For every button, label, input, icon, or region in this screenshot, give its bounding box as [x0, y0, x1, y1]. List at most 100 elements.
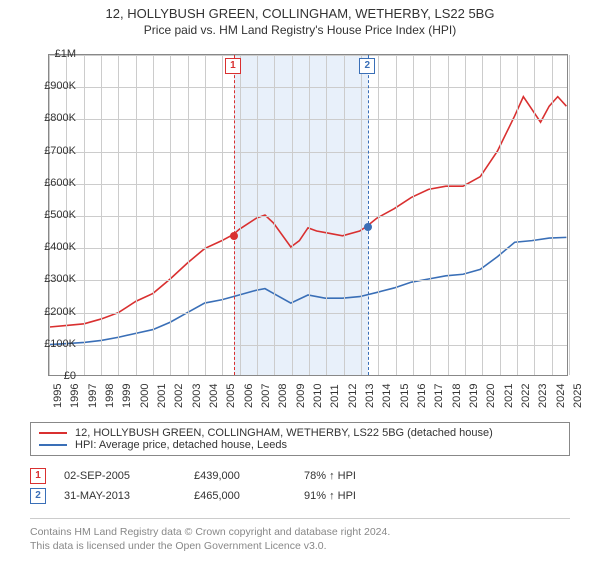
gridline-vertical — [222, 55, 223, 375]
gridline-horizontal — [49, 184, 567, 185]
gridline-vertical — [413, 55, 414, 375]
gridline-vertical — [274, 55, 275, 375]
x-axis-label: 2025 — [572, 384, 584, 408]
gridline-vertical — [430, 55, 431, 375]
gridline-vertical — [534, 55, 535, 375]
x-axis-label: 2001 — [156, 384, 168, 408]
transaction-marker: 1 — [30, 468, 46, 484]
y-axis-label: £1M — [32, 48, 76, 60]
attribution-footer: Contains HM Land Registry data © Crown c… — [30, 518, 570, 553]
gridline-vertical — [257, 55, 258, 375]
y-axis-label: £100K — [32, 338, 76, 350]
gridline-horizontal — [49, 345, 567, 346]
gridline-vertical — [136, 55, 137, 375]
x-axis-label: 2015 — [399, 384, 411, 408]
x-axis-label: 2011 — [329, 384, 341, 408]
x-axis-label: 1995 — [52, 384, 64, 408]
gridline-vertical — [517, 55, 518, 375]
chart-svg — [49, 55, 567, 375]
footer-line: This data is licensed under the Open Gov… — [30, 539, 570, 553]
x-axis-label: 2023 — [537, 384, 549, 408]
gridline-vertical — [552, 55, 553, 375]
x-axis-label: 2018 — [451, 384, 463, 408]
gridline-vertical — [240, 55, 241, 375]
gridline-vertical — [465, 55, 466, 375]
gridline-horizontal — [49, 55, 567, 56]
x-axis-label: 2017 — [433, 384, 445, 408]
x-axis-label: 2003 — [191, 384, 203, 408]
x-axis-label: 2004 — [208, 384, 220, 408]
x-axis-label: 2024 — [555, 384, 567, 408]
transaction-row: 231-MAY-2013£465,00091% ↑ HPI — [30, 486, 570, 506]
gridline-horizontal — [49, 280, 567, 281]
x-axis-label: 2002 — [173, 384, 185, 408]
footer-line: Contains HM Land Registry data © Crown c… — [30, 525, 570, 539]
y-axis-label: £500K — [32, 209, 76, 221]
x-axis-label: 2019 — [468, 384, 480, 408]
gridline-vertical — [344, 55, 345, 375]
legend-item: HPI: Average price, detached house, Leed… — [39, 439, 561, 451]
y-axis-label: £0 — [32, 370, 76, 382]
chart-title: 12, HOLLYBUSH GREEN, COLLINGHAM, WETHERB… — [0, 6, 600, 21]
y-axis-label: £200K — [32, 306, 76, 318]
transaction-dot — [364, 223, 372, 231]
gridline-vertical — [205, 55, 206, 375]
transactions-table: 102-SEP-2005£439,00078% ↑ HPI231-MAY-201… — [30, 466, 570, 506]
event-marker-box: 1 — [225, 58, 241, 74]
y-axis-label: £800K — [32, 112, 76, 124]
x-axis-label: 2009 — [295, 384, 307, 408]
transaction-price: £439,000 — [194, 470, 304, 482]
legend-label: HPI: Average price, detached house, Leed… — [75, 439, 287, 451]
x-axis-label: 1997 — [87, 384, 99, 408]
transaction-date: 02-SEP-2005 — [64, 470, 194, 482]
transaction-rel-hpi: 91% ↑ HPI — [304, 490, 424, 502]
transaction-row: 102-SEP-2005£439,00078% ↑ HPI — [30, 466, 570, 486]
x-axis-label: 2016 — [416, 384, 428, 408]
x-axis-label: 2000 — [139, 384, 151, 408]
event-vline — [234, 55, 235, 375]
gridline-horizontal — [49, 216, 567, 217]
y-axis-label: £400K — [32, 241, 76, 253]
gridline-vertical — [292, 55, 293, 375]
x-axis-label: 2021 — [503, 384, 515, 408]
x-axis-label: 1999 — [121, 384, 133, 408]
series-line — [50, 237, 567, 344]
x-axis-label: 2008 — [277, 384, 289, 408]
x-axis-label: 2022 — [520, 384, 532, 408]
gridline-vertical — [84, 55, 85, 375]
legend-item: 12, HOLLYBUSH GREEN, COLLINGHAM, WETHERB… — [39, 427, 561, 439]
gridline-vertical — [118, 55, 119, 375]
gridline-vertical — [101, 55, 102, 375]
gridline-vertical — [326, 55, 327, 375]
gridline-horizontal — [49, 87, 567, 88]
gridline-vertical — [482, 55, 483, 375]
chart-subtitle: Price paid vs. HM Land Registry's House … — [0, 23, 600, 37]
legend-label: 12, HOLLYBUSH GREEN, COLLINGHAM, WETHERB… — [75, 427, 493, 439]
x-axis-label: 2006 — [243, 384, 255, 408]
x-axis-label: 2007 — [260, 384, 272, 408]
gridline-horizontal — [49, 313, 567, 314]
x-axis-label: 2013 — [364, 384, 376, 408]
legend-swatch — [39, 444, 67, 446]
gridline-vertical — [188, 55, 189, 375]
y-axis-label: £600K — [32, 177, 76, 189]
gridline-horizontal — [49, 248, 567, 249]
gridline-vertical — [170, 55, 171, 375]
y-axis-label: £700K — [32, 145, 76, 157]
gridline-horizontal — [49, 119, 567, 120]
event-vline — [368, 55, 369, 375]
legend-swatch — [39, 432, 67, 434]
gridline-vertical — [309, 55, 310, 375]
x-axis-label: 2005 — [225, 384, 237, 408]
gridline-horizontal — [49, 152, 567, 153]
gridline-vertical — [396, 55, 397, 375]
y-axis-label: £300K — [32, 273, 76, 285]
legend-box: 12, HOLLYBUSH GREEN, COLLINGHAM, WETHERB… — [30, 422, 570, 456]
gridline-vertical — [500, 55, 501, 375]
gridline-vertical — [153, 55, 154, 375]
transaction-dot — [230, 232, 238, 240]
x-axis-label: 2020 — [485, 384, 497, 408]
series-line — [50, 97, 567, 327]
gridline-vertical — [361, 55, 362, 375]
transaction-price: £465,000 — [194, 490, 304, 502]
